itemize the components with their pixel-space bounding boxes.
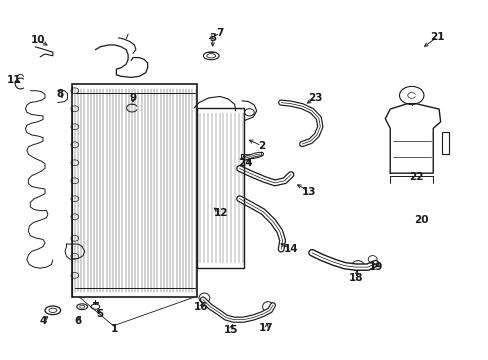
Text: 11: 11 <box>6 75 21 85</box>
Text: 24: 24 <box>238 158 252 168</box>
Text: 15: 15 <box>223 325 238 336</box>
Text: 6: 6 <box>75 316 81 326</box>
Text: 9: 9 <box>129 93 136 103</box>
Bar <box>441 132 448 154</box>
Text: 16: 16 <box>194 302 208 312</box>
Text: 5: 5 <box>97 309 103 319</box>
Text: 2: 2 <box>258 141 264 151</box>
Text: 12: 12 <box>213 208 228 218</box>
Text: 4: 4 <box>39 316 47 326</box>
Text: 10: 10 <box>31 35 45 45</box>
Text: 23: 23 <box>307 93 322 103</box>
Text: 18: 18 <box>348 273 363 283</box>
Text: 13: 13 <box>301 186 316 197</box>
Text: 8: 8 <box>56 89 63 99</box>
Text: 3: 3 <box>209 33 216 43</box>
Text: 19: 19 <box>367 262 382 272</box>
Text: 17: 17 <box>259 323 273 333</box>
Text: 14: 14 <box>283 244 298 254</box>
Text: 22: 22 <box>408 172 423 182</box>
Text: 1: 1 <box>111 324 118 334</box>
Text: 7: 7 <box>216 28 224 38</box>
Text: 21: 21 <box>429 32 444 42</box>
Text: 20: 20 <box>413 215 428 225</box>
